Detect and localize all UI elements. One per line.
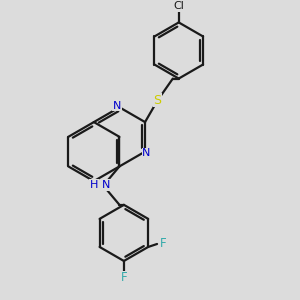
- Text: S: S: [154, 94, 162, 107]
- Text: N: N: [142, 148, 151, 158]
- Text: Cl: Cl: [173, 1, 184, 11]
- Text: F: F: [160, 238, 167, 250]
- Text: N: N: [113, 101, 121, 111]
- Text: N: N: [102, 180, 110, 190]
- Text: H: H: [90, 180, 98, 190]
- Text: F: F: [121, 271, 127, 284]
